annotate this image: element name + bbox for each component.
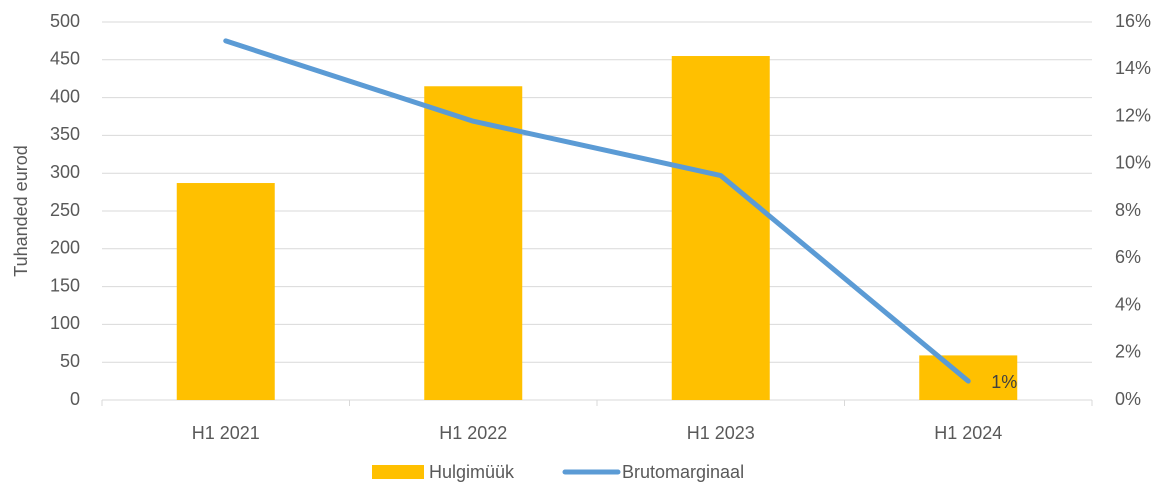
bar (176, 183, 275, 400)
y2-tick-label: 16% (1115, 11, 1151, 31)
y-tick-label: 500 (50, 11, 80, 31)
y-tick-label: 100 (50, 313, 80, 333)
y-tick-label: 0 (70, 389, 80, 409)
y2-tick-label: 0% (1115, 389, 1141, 409)
legend-swatch (372, 465, 424, 479)
x-tick-label: H1 2022 (439, 423, 507, 443)
x-tick-label: H1 2024 (934, 423, 1002, 443)
x-tick-label: H1 2021 (192, 423, 260, 443)
line (223, 38, 971, 384)
y-tick-label: 400 (50, 86, 80, 106)
x-tick-label: H1 2023 (687, 423, 755, 443)
y-tick-label: 450 (50, 49, 80, 69)
bar (424, 86, 523, 400)
y2-tick-label: 10% (1115, 153, 1151, 173)
bar (919, 355, 1018, 400)
bar (671, 56, 770, 401)
y2-tick-label: 12% (1115, 105, 1151, 125)
y2-tick-label: 8% (1115, 200, 1141, 220)
y2-tick-label: 2% (1115, 342, 1141, 362)
legend-label: Brutomarginaal (622, 462, 744, 482)
y-tick-label: 300 (50, 162, 80, 182)
data-label: 1% (991, 372, 1017, 392)
y-tick-label: 150 (50, 275, 80, 295)
y-tick-label: 250 (50, 200, 80, 220)
y-axis-label: Tuhanded eurod (11, 145, 31, 276)
y2-tick-label: 4% (1115, 294, 1141, 314)
y-tick-label: 200 (50, 238, 80, 258)
y-tick-label: 50 (60, 351, 80, 371)
y2-tick-label: 14% (1115, 58, 1151, 78)
legend-label: Hulgimüük (429, 462, 515, 482)
y-tick-label: 350 (50, 124, 80, 144)
y2-tick-label: 6% (1115, 247, 1141, 267)
